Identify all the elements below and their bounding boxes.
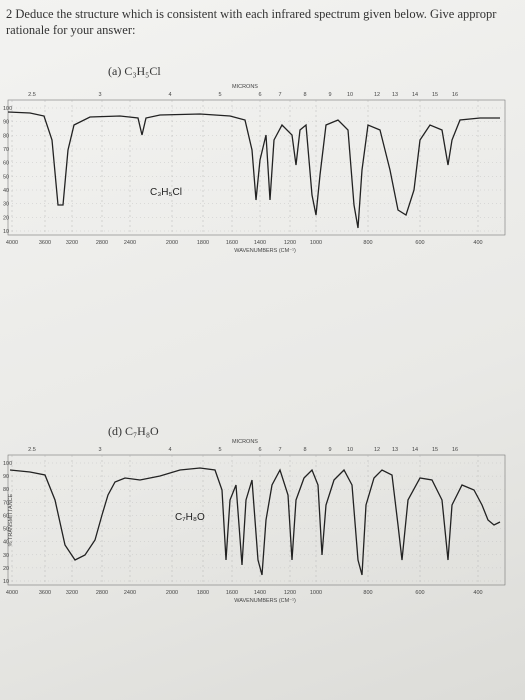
wavenumber-label: 3200: [66, 590, 78, 596]
spectrum-curve: [9, 467, 501, 576]
wavenumber-label: 1000: [310, 240, 322, 246]
handwritten-formula: C₇H₈O: [175, 512, 205, 523]
spectrum-label: (d) C₇H₈O: [108, 424, 159, 438]
wavenumber-label: 400: [473, 240, 482, 246]
y-label: 100: [3, 106, 12, 112]
micron-label: 12: [374, 447, 380, 453]
y-label: 30: [3, 202, 9, 208]
y-label: 90: [3, 474, 9, 480]
wavenumber-label: 1800: [197, 590, 209, 596]
micron-label: 16: [452, 92, 458, 98]
micron-label: 16: [452, 447, 458, 453]
micron-label: 14: [412, 447, 418, 453]
chart-frame: [7, 454, 506, 586]
chart-frame: [7, 99, 506, 236]
wavenumber-label: 1000: [310, 590, 322, 596]
wavenumber-label: 2800: [96, 590, 108, 596]
micron-label: 8: [303, 92, 306, 98]
micron-label: 15: [432, 447, 438, 453]
y-label: 20: [3, 566, 9, 572]
wavenumber-label: 3600: [39, 240, 51, 246]
spectrum: (a) C₃H₅Cl MICRONS 2.5 3 4 5 6 7 8 9 10 12 13 14 15 16 4…: [3, 64, 506, 254]
x-axis-title: WAVENUMBERS (CM⁻¹): [234, 598, 296, 604]
y-label: 80: [3, 487, 9, 493]
wavenumber-label: 1400: [254, 590, 266, 596]
y-label: 60: [3, 513, 9, 519]
y-label: 10: [3, 579, 9, 585]
micron-label: 3: [98, 447, 101, 453]
wavenumber-label: 2800: [96, 240, 108, 246]
wavenumber-label: 3600: [39, 590, 51, 596]
micron-label: 4: [168, 92, 171, 98]
wavenumber-label: 2400: [124, 590, 136, 596]
micron-label: 6: [258, 92, 261, 98]
wavenumber-label: 2000: [166, 590, 178, 596]
micron-label: 10: [347, 447, 353, 453]
wavenumber-label: 1600: [226, 240, 238, 246]
micron-label: 14: [412, 92, 418, 98]
spectrum-label: (a) C₃H₅Cl: [108, 64, 161, 78]
micron-label: 15: [432, 92, 438, 98]
micron-label: 8: [303, 447, 306, 453]
micron-label: 2.5: [28, 92, 36, 98]
wavenumber-label: 600: [415, 240, 424, 246]
wavenumber-label: 1400: [254, 240, 266, 246]
wavenumber-label: 800: [363, 590, 372, 596]
micron-label: 2.5: [28, 447, 36, 453]
top-axis-title: MICRONS: [232, 84, 258, 90]
wavenumber-label: 1600: [226, 590, 238, 596]
wavenumber-label: 2000: [166, 240, 178, 246]
micron-label: 10: [347, 92, 353, 98]
y-label: 60: [3, 161, 9, 167]
y-label: 50: [3, 527, 9, 533]
micron-label: 5: [218, 92, 221, 98]
micron-label: 12: [374, 92, 380, 98]
wavenumber-label: 600: [415, 590, 424, 596]
y-label: 40: [3, 540, 9, 546]
wavenumber-label: 800: [363, 240, 372, 246]
wavenumber-label: 3200: [66, 240, 78, 246]
micron-label: 3: [98, 92, 101, 98]
micron-label: 9: [328, 92, 331, 98]
x-axis-title: WAVENUMBERS (CM⁻¹): [234, 248, 296, 254]
wavenumber-label: 1800: [197, 240, 209, 246]
top-axis-title: MICRONS: [232, 439, 258, 445]
micron-label: 9: [328, 447, 331, 453]
y-label: 30: [3, 553, 9, 559]
y-label: 70: [3, 500, 9, 506]
micron-label: 7: [278, 447, 281, 453]
micron-label: 13: [392, 92, 398, 98]
y-label: 50: [3, 174, 9, 180]
micron-label: 13: [392, 447, 398, 453]
y-axis-title: % TRANSMITTANCE: [8, 493, 14, 546]
y-label: 40: [3, 188, 9, 194]
question-line: rationale for your answer:: [6, 23, 135, 37]
y-label: 100: [3, 461, 12, 467]
wavenumber-label: 400: [473, 590, 482, 596]
y-label: 80: [3, 133, 9, 139]
micron-label: 4: [168, 447, 171, 453]
handwritten-formula: C₃H₅Cl: [150, 187, 182, 198]
wavenumber-label: 4000: [6, 240, 18, 246]
micron-label: 6: [258, 447, 261, 453]
y-label: 70: [3, 147, 9, 153]
y-label: 20: [3, 215, 9, 221]
y-label: 90: [3, 120, 9, 126]
micron-label: 5: [218, 447, 221, 453]
spectrum-curve: [7, 111, 500, 229]
question-line: 2 Deduce the structure which is consiste…: [6, 7, 497, 21]
wavenumber-label: 4000: [6, 590, 18, 596]
wavenumber-label: 2400: [124, 240, 136, 246]
micron-label: 7: [278, 92, 281, 98]
wavenumber-label: 1200: [284, 240, 296, 246]
y-label: 10: [3, 229, 9, 235]
wavenumber-label: 1200: [284, 590, 296, 596]
